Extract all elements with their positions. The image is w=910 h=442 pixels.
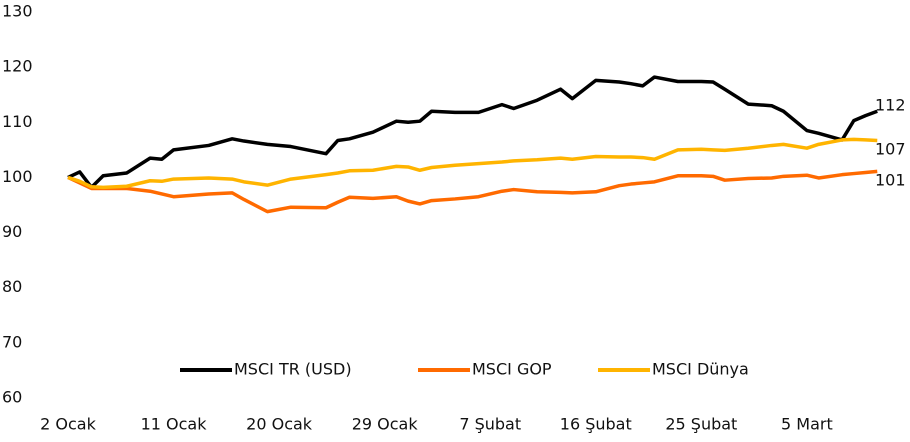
series-line — [67, 75, 878, 190]
legend-label: MSCI TR (USD) — [234, 360, 352, 379]
end-label: 107 — [875, 140, 906, 159]
legend-label: MSCI Dünya — [652, 360, 749, 379]
series-line — [67, 169, 878, 214]
x-tick-label: 5 Mart — [781, 415, 833, 434]
x-tick-label: 29 Ocak — [352, 415, 419, 434]
y-tick-label: 60 — [2, 388, 22, 407]
y-tick-label: 110 — [2, 112, 33, 131]
x-tick-label: 2 Ocak — [40, 415, 96, 434]
y-tick-label: 70 — [2, 332, 22, 351]
series-line — [67, 137, 878, 190]
y-tick-label: 80 — [2, 277, 22, 296]
end-label: 112 — [875, 96, 906, 115]
end-label: 101 — [875, 171, 906, 190]
legend-label: MSCI GOP — [472, 360, 552, 379]
y-tick-label: 130 — [2, 2, 33, 21]
x-tick-label: 7 Şubat — [459, 415, 521, 434]
x-tick-label: 20 Ocak — [246, 415, 313, 434]
x-tick-label: 16 Şubat — [560, 415, 632, 434]
y-tick-label: 120 — [2, 57, 33, 76]
y-tick-label: 90 — [2, 222, 22, 241]
x-tick-label: 25 Şubat — [665, 415, 737, 434]
x-tick-label: 11 Ocak — [141, 415, 208, 434]
y-tick-label: 100 — [2, 167, 33, 186]
